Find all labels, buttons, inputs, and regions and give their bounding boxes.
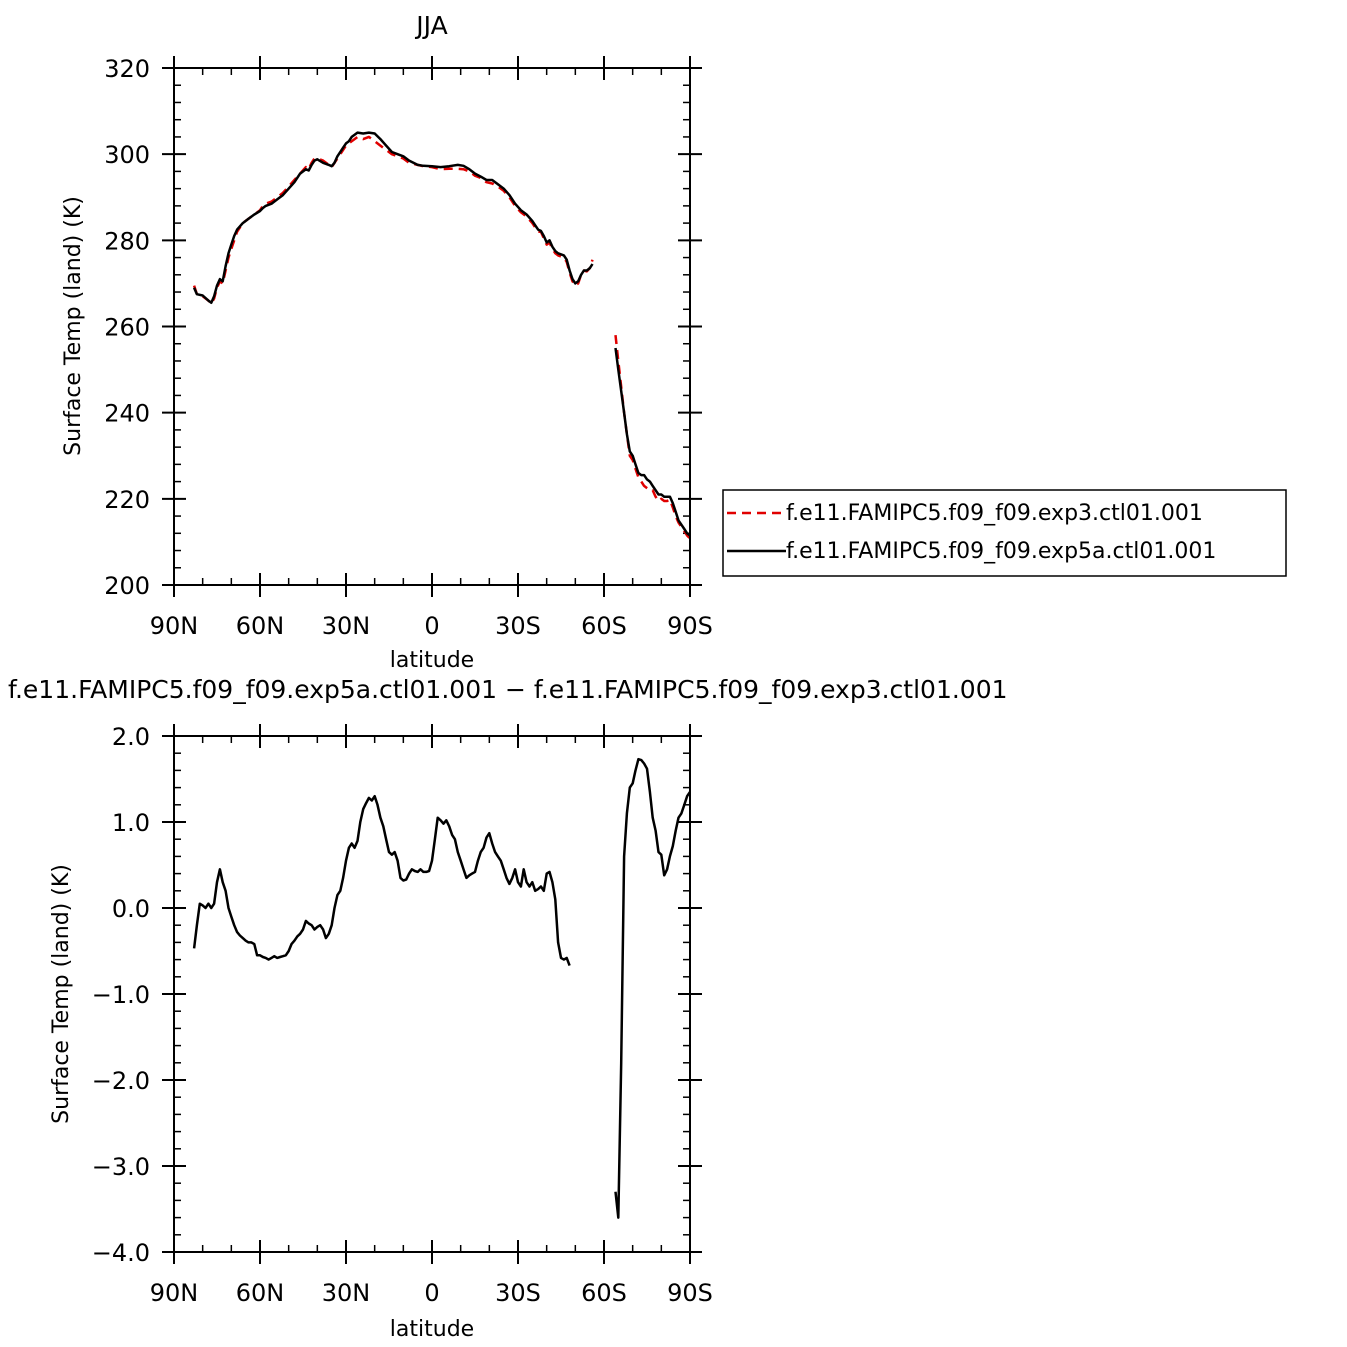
bottom-plot-lines — [192, 757, 690, 1219]
legend-box — [722, 489, 1287, 577]
top-x-tick-label: 60S — [581, 612, 627, 640]
bottom-y-tick-label: −2.0 — [92, 1067, 150, 1095]
bottom-x-tick-label: 30S — [495, 1279, 541, 1307]
bottom-series-0-segment-0 — [192, 794, 571, 967]
top-x-tick-label: 30S — [495, 612, 541, 640]
bottom-x-axis-label: latitude — [390, 1317, 474, 1342]
top-y-tick-label: 220 — [104, 486, 150, 514]
bottom-x-tick-label: 60N — [236, 1279, 285, 1307]
legend-label-exp3: f.e11.FAMIPC5.f09_f09.exp3.ctl01.001 — [786, 501, 1203, 526]
top-plot-lines — [192, 131, 690, 540]
top-y-tick-label: 260 — [104, 314, 150, 342]
bottom-y-tick-label: 2.0 — [112, 723, 150, 751]
top-y-tick-label: 240 — [104, 400, 150, 428]
top-x-tick-label: 0 — [424, 612, 439, 640]
bottom-series-0-segment-1 — [614, 757, 690, 1219]
bottom-x-tick-label: 90N — [150, 1279, 199, 1307]
top-panel: JJA Surface Temp (land) (K) latitude 200… — [61, 11, 713, 673]
bottom-y-tick-label: 0.0 — [112, 895, 150, 923]
top-x-tick-label: 30N — [322, 612, 371, 640]
bottom-x-tick-label: 0 — [424, 1279, 439, 1307]
legend-label-exp5a: f.e11.FAMIPC5.f09_f09.exp5a.ctl01.001 — [786, 539, 1216, 564]
top-plot-frame — [173, 67, 691, 586]
legend: f.e11.FAMIPC5.f09_f09.exp3.ctl01.001 f.e… — [722, 489, 1287, 577]
bottom-plot-frame — [173, 735, 691, 1253]
top-chart-title: JJA — [414, 11, 447, 40]
bottom-x-tick-label: 30N — [322, 1279, 371, 1307]
bottom-tick-labels: −4.0 −3.0 −2.0 −1.0 0.0 1.0 2.0 90N 60N 30N 0 30S 60… — [92, 723, 713, 1307]
bottom-y-tick-label: −3.0 — [92, 1153, 150, 1181]
top-y-tick-label: 200 — [104, 572, 150, 600]
top-y-tick-label: 300 — [104, 141, 150, 169]
top-y-tick-label: 280 — [104, 227, 150, 255]
bottom-x-tick-label: 60S — [581, 1279, 627, 1307]
bottom-y-tick-label: 1.0 — [112, 809, 150, 837]
bottom-x-tick-label: 90S — [667, 1279, 713, 1307]
top-series-1-segment-0 — [192, 131, 594, 305]
top-x-tick-label: 60N — [236, 612, 285, 640]
top-x-tick-label: 90S — [667, 612, 713, 640]
top-y-tick-label: 320 — [104, 55, 150, 83]
top-x-tick-label: 90N — [150, 612, 199, 640]
bottom-y-axis-label: Surface Temp (land) (K) — [49, 864, 74, 1124]
top-x-axis-label: latitude — [390, 648, 474, 673]
top-ticks — [162, 56, 702, 597]
bottom-y-tick-label: −4.0 — [92, 1239, 150, 1267]
bottom-panel: f.e11.FAMIPC5.f09_f09.exp5a.ctl01.001 − … — [8, 675, 1008, 1342]
bottom-y-tick-label: −1.0 — [92, 981, 150, 1009]
top-tick-labels: 200 220 240 260 280 300 320 90N 60N 30N 0 30S 60S 90S — [104, 55, 713, 640]
bottom-chart-title: f.e11.FAMIPC5.f09_f09.exp5a.ctl01.001 − … — [8, 675, 1008, 704]
top-series-1-segment-1 — [614, 347, 690, 537]
top-y-axis-label: Surface Temp (land) (K) — [61, 196, 86, 456]
